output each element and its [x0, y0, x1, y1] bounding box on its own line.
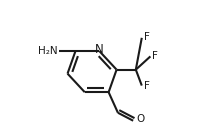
Text: N: N: [95, 43, 104, 56]
Text: H₂N: H₂N: [38, 46, 58, 56]
Text: F: F: [144, 81, 150, 91]
Text: O: O: [136, 114, 145, 124]
Text: F: F: [152, 51, 158, 61]
Text: F: F: [144, 32, 150, 42]
